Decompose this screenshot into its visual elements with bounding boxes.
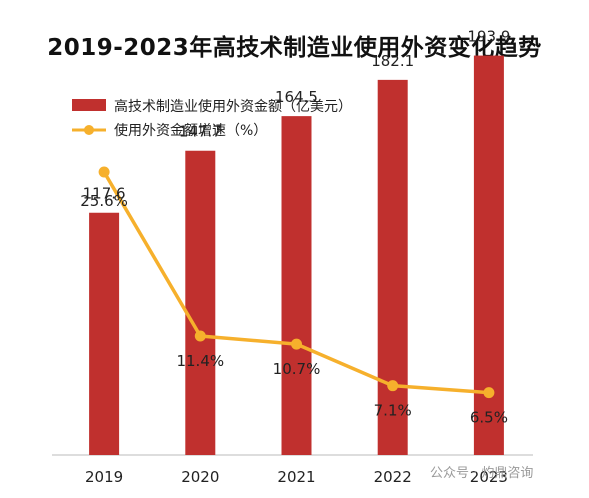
x-tick-label: 2023 [470,468,508,486]
x-tick-label: 2020 [181,468,219,486]
line-value-label: 11.4% [176,352,224,370]
watermark: 公众号 · 灼鼎咨询 [430,466,534,481]
bar-value-label: 164.5 [275,88,318,106]
line-point [483,387,495,399]
bar [281,116,312,455]
bar [89,212,120,455]
line-value-label: 6.5% [470,409,508,427]
x-tick-label: 2022 [374,468,412,486]
line-point [98,166,110,178]
line-value-label: 7.1% [374,402,412,420]
line-point [291,338,302,350]
bar-value-label: 182.1 [371,52,414,70]
bar [185,150,216,455]
line-value-label: 10.7% [273,360,321,378]
x-tick-label: 2021 [277,468,315,486]
x-tick-label: 2019 [85,468,123,486]
line-point [194,330,206,342]
legend: 高技术制造业使用外资金额（亿美元） 使用外资金额增速（%） [72,98,352,139]
line-value-label: 25.6% [80,192,128,210]
chart-title: 2019-2023年高技术制造业使用外资变化趋势 [47,35,542,61]
bar [377,79,408,456]
line-point [387,380,399,392]
bar-value-label: 147.7 [179,123,222,141]
legend-bar-swatch [72,99,106,111]
bar-value-label: 117.6 [83,185,126,203]
legend-line-marker [84,125,94,135]
legend-line-label: 使用外资金额增速（%） [114,122,267,139]
bar-value-label: 193.9 [467,28,510,46]
legend-bar-label: 高技术制造业使用外资金额（亿美元） [114,98,352,115]
